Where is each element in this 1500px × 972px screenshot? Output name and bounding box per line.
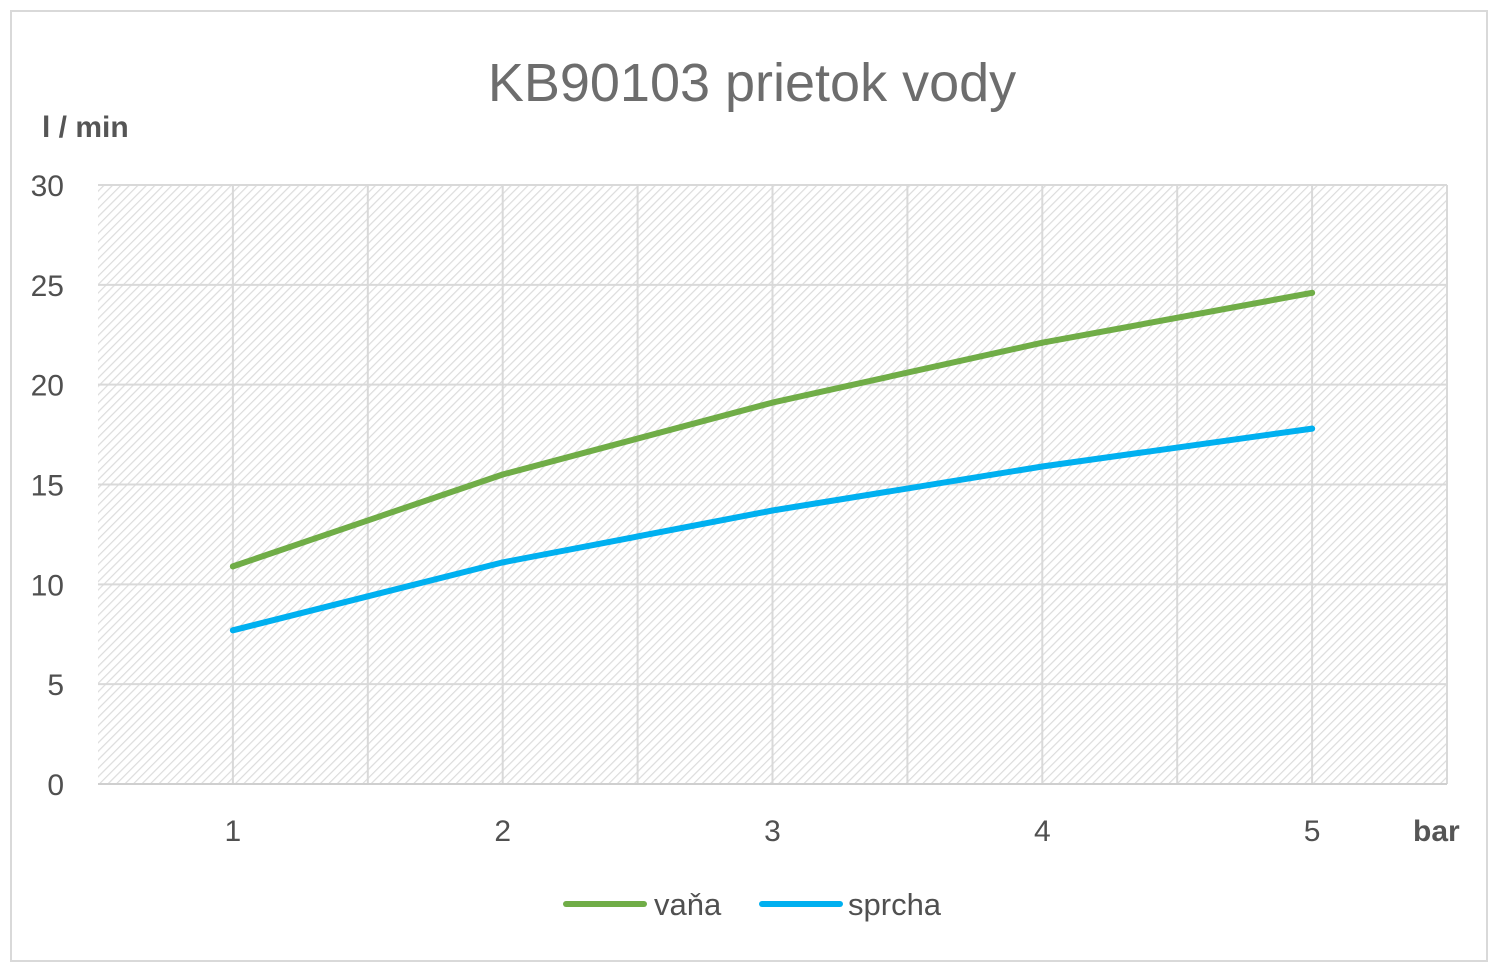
- y-tick-label: 0: [47, 769, 64, 802]
- x-tick-label: 2: [494, 815, 511, 848]
- x-tick-label: 1: [225, 815, 242, 848]
- data-point: [499, 559, 506, 566]
- legend: vaňa sprcha: [563, 887, 942, 922]
- chart-title: KB90103 prietok vody: [488, 53, 1016, 113]
- data-point: [1039, 463, 1046, 470]
- y-tick-label: 20: [31, 370, 64, 403]
- y-tick-label: 30: [31, 170, 64, 203]
- legend-label: vaňa: [654, 887, 722, 922]
- gridlines: [98, 184, 1448, 785]
- data-point: [1309, 289, 1316, 296]
- x-tick-label: 3: [764, 815, 781, 848]
- x-axis-title: bar: [1413, 815, 1460, 848]
- data-point: [229, 627, 236, 634]
- y-tick-label: 15: [31, 470, 64, 503]
- data-point: [1039, 339, 1046, 346]
- x-axis-ticks: 1 2 3 4 5: [225, 815, 1321, 848]
- series-lines: [229, 289, 1316, 634]
- x-tick-label: 4: [1034, 815, 1051, 848]
- x-tick-label: 5: [1304, 815, 1321, 848]
- data-point: [769, 507, 776, 514]
- data-point: [1309, 425, 1316, 432]
- y-axis-ticks: 0 5 10 15 20 25 30: [31, 170, 64, 802]
- y-tick-label: 10: [31, 569, 64, 602]
- data-point: [769, 399, 776, 406]
- legend-label: sprcha: [848, 887, 942, 922]
- y-tick-label: 25: [31, 270, 64, 303]
- y-tick-label: 5: [47, 669, 64, 702]
- y-axis-title: l / min: [42, 111, 129, 144]
- data-point: [229, 563, 236, 570]
- data-point: [499, 471, 506, 478]
